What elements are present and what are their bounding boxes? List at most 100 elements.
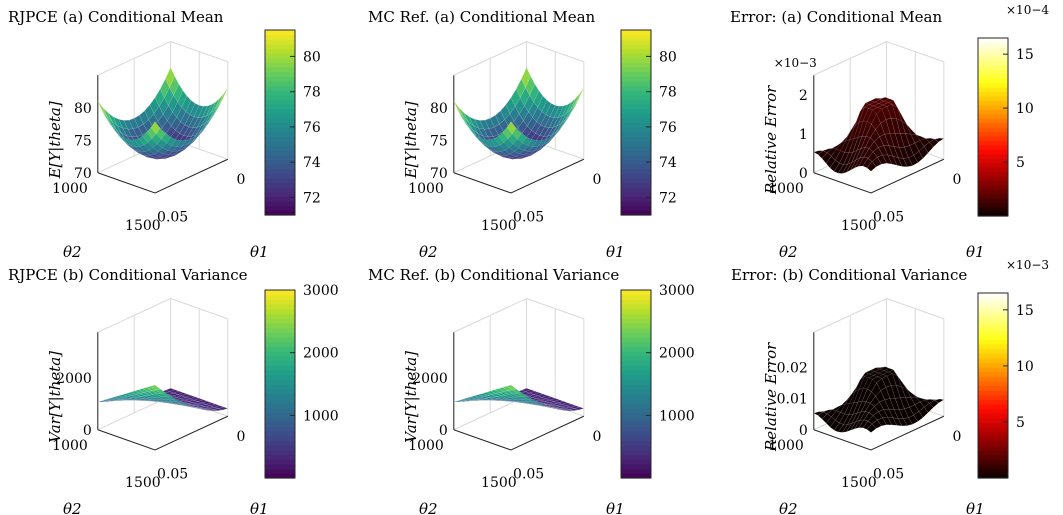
surface-cell [174,149,185,156]
colorbar-segment [265,67,295,73]
colorbar-segment [978,380,1008,387]
surface-cell [520,87,530,107]
surface-cell [854,106,865,127]
surface-cell [841,161,853,174]
surface-panel-5: 0 2000 1000 1500 0 0.05 θ2 θ1 Var[Y|theta] MC Ref… [368,266,695,515]
colorbar-segment [265,196,295,202]
surface-cell [543,405,553,409]
y-axis-label: θ2 [779,500,798,515]
colorbar-segment [978,140,1008,146]
colorbar-segment [978,371,1008,377]
colorbar-segment [621,159,651,165]
surface-cell [544,116,555,128]
surface-cell [192,130,203,142]
surface-cell [173,83,184,103]
colorbar-segment [621,182,651,188]
colorbar-segment [621,435,651,441]
colorbar-segment [265,459,295,465]
colorbar-segment [621,355,651,362]
colorbar-segment [621,117,651,124]
colorbar-segment [621,205,651,211]
surface-cell [160,156,170,160]
colorbar-segment [978,353,1008,359]
surface-cell [876,377,887,392]
colorbar-segment [978,325,1008,331]
surface-mesh [453,384,585,412]
colorbar-segment [978,417,1008,424]
colorbar-segment [621,85,651,91]
colorbar-segment [978,91,1008,97]
chart-title: RJPCE (a) Conditional Mean [8,8,224,26]
surface-cell [107,399,117,402]
colorbar-segment [978,104,1008,110]
surface-cell [112,116,124,129]
colorbar-segment [621,136,651,142]
z-axis-label: Relative Error [762,342,780,452]
surface-cell [513,147,525,155]
surface-cell [187,135,197,145]
surface-cell [184,114,195,128]
surface-cell [871,419,882,429]
colorbar-segment [265,164,295,170]
colorbar-segment [621,327,651,333]
colorbar-exponent-label: ×10−3 [1006,258,1049,272]
colorbar-segment [978,135,1008,141]
colorbar-segment [265,402,295,409]
colorbar-frame [264,289,296,479]
colorbar-segment [621,201,651,207]
y-tick-label: 1000 [768,181,804,197]
colorbar-segment [265,360,295,366]
colorbar-tick-label: 80 [659,49,677,65]
colorbar-segment [621,127,651,133]
colorbar-segment [978,122,1008,128]
chart-title: MC Ref. (a) Conditional Mean [368,8,596,26]
colorbar-segment [978,46,1008,52]
colorbar-segment [265,30,295,36]
colorbar-segment [978,431,1008,437]
colorbar-segment [265,341,295,347]
surface-cell [543,135,553,145]
surface-cell [160,132,171,144]
surface-cell [868,141,879,153]
colorbar-segment [265,136,295,142]
z-axis-label: Var[Y|theta] [402,351,420,443]
surface-cell [834,150,845,164]
surface-panel-6: 0 0.01 0.02 1000 1500 0 0.05 θ2 θ1 Relative Error… [731,258,1049,515]
surface-cell [899,397,910,410]
surface-cell [157,113,168,129]
z-tick-label: 2 [799,88,808,104]
surface-cell [153,151,165,157]
surface-cell [181,138,193,147]
colorbar-segment [978,316,1008,322]
surface-cell [197,124,208,138]
surface-mesh [453,66,585,160]
colorbar: 72 74 76 78 80 [620,29,677,216]
surface-cell [850,157,861,171]
surface-cell [875,97,886,100]
z-axis-label: E[Y|theta] [402,101,420,179]
surface-cell [516,156,526,160]
surface-cell [150,121,161,135]
z-axis-label: Relative Error [762,85,780,195]
chart-title: Error: (a) Conditional Mean [730,8,943,26]
colorbar-segment [265,379,295,385]
colorbar-segment [265,369,295,376]
colorbar-segment [621,454,651,460]
colorbar-segment [621,468,651,474]
axis-base [97,158,229,194]
x-tick-label: 0.05 [157,209,188,225]
grid-line [453,40,584,76]
colorbar-segment [978,69,1008,75]
colorbar-segment [621,164,651,170]
colorbar-segment [978,202,1008,208]
surface-cell [158,153,170,158]
colorbar-segment [978,78,1008,84]
colorbar-segment [978,427,1008,433]
colorbar-frame [264,29,296,216]
colorbar-segment [621,379,651,385]
colorbar-segment [265,304,295,310]
colorbar-segment [621,191,651,198]
surface-cell [868,406,879,416]
axis-base [453,158,585,194]
x-tick-label: 0.05 [513,209,544,225]
